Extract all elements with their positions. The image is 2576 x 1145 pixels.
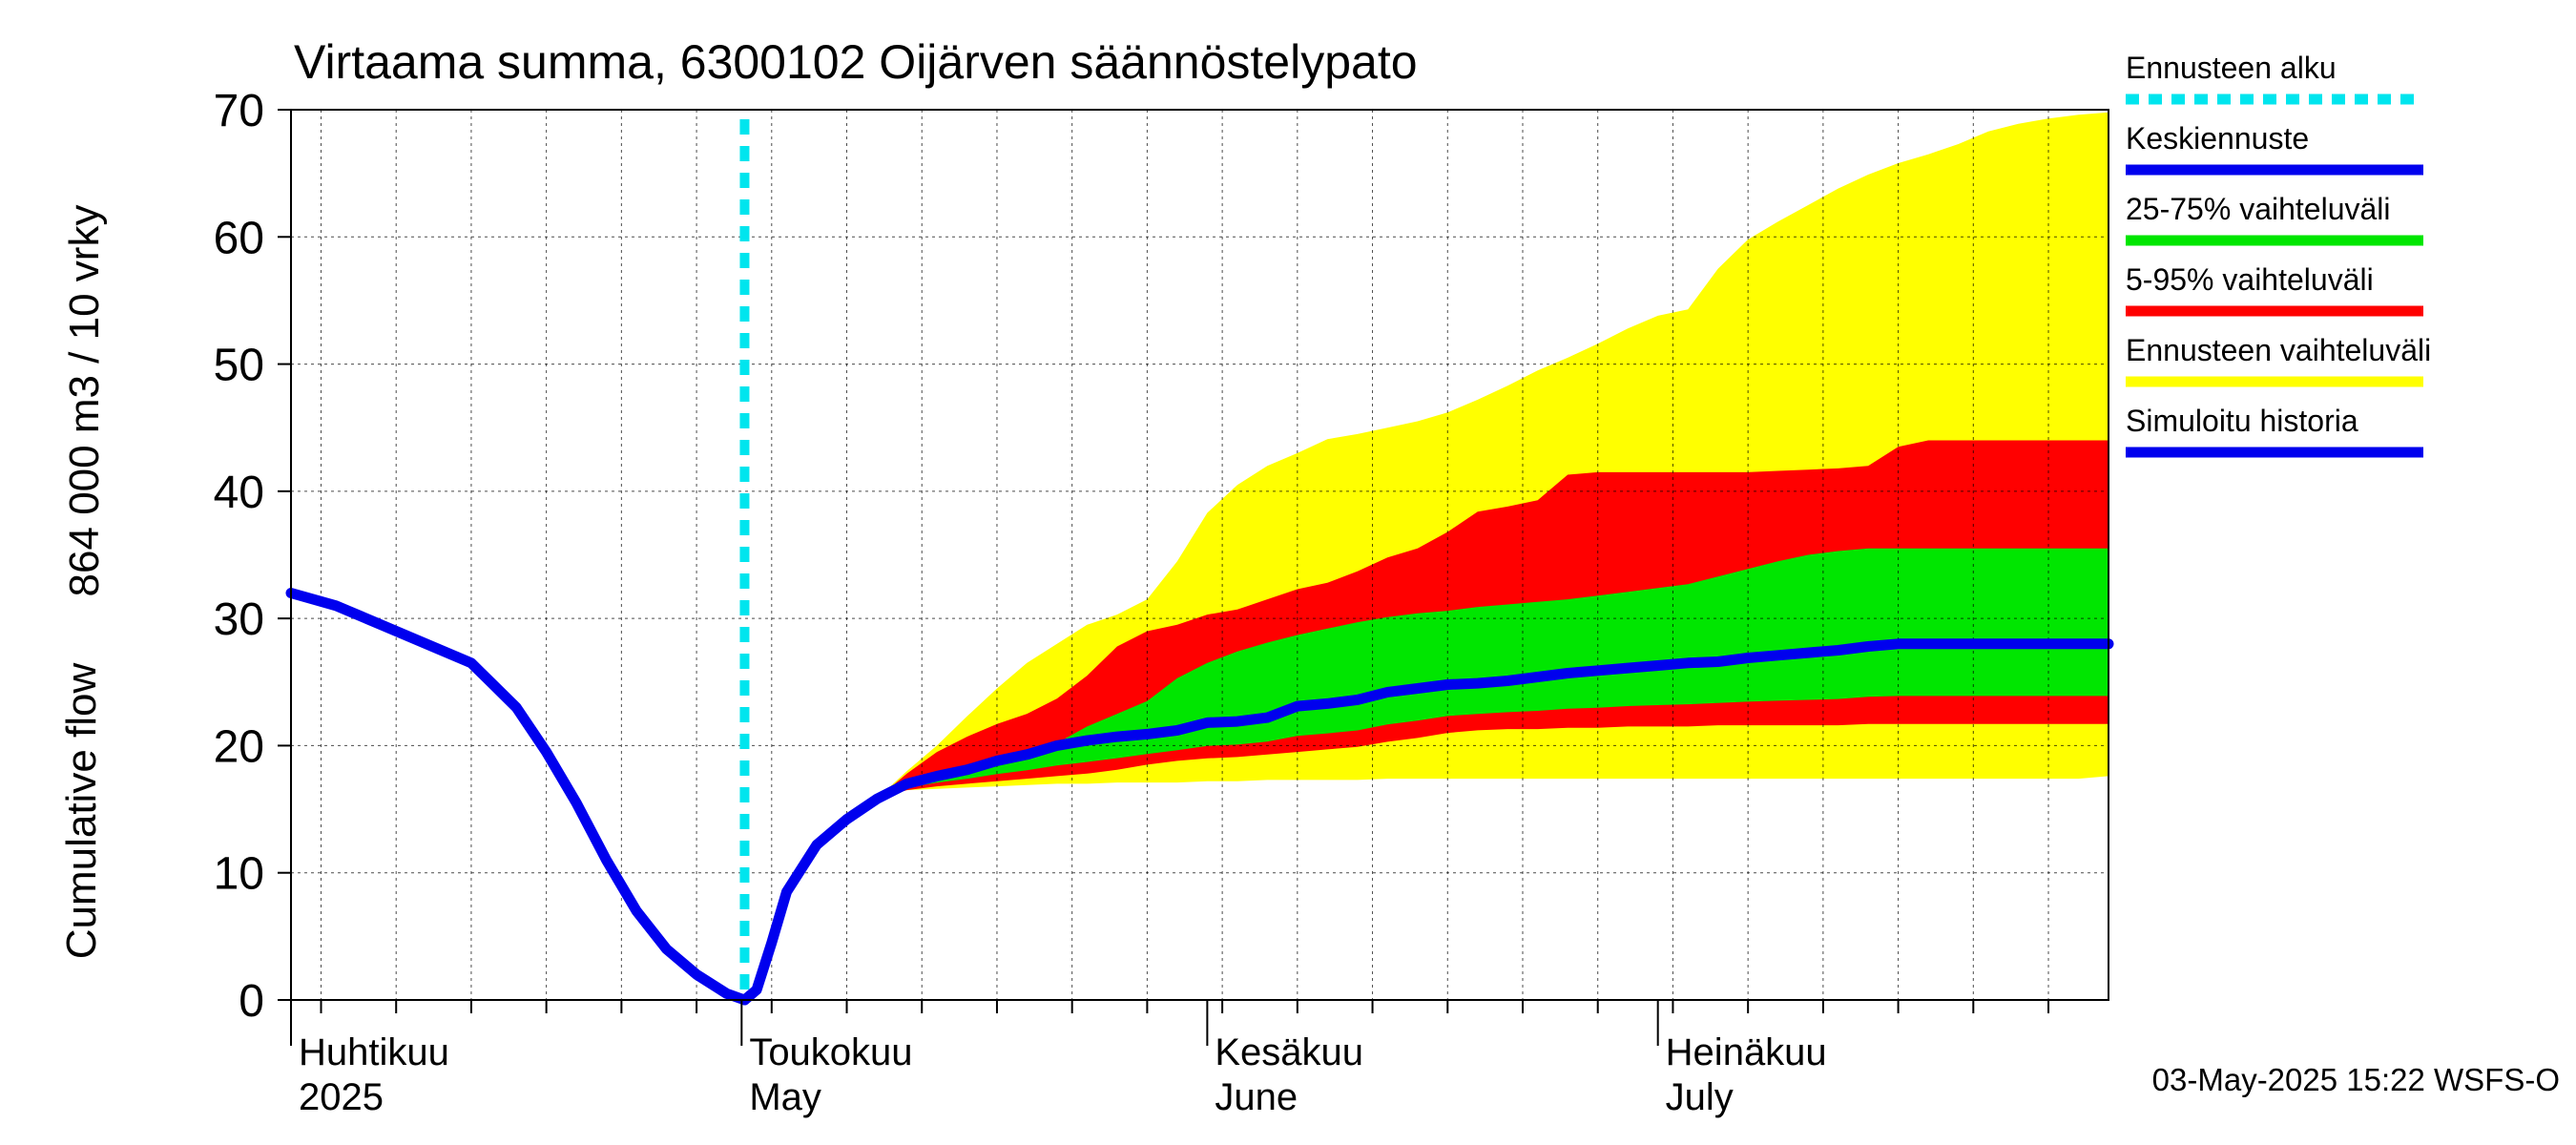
series-simulated-history bbox=[285, 588, 750, 1006]
legend-label: 5-95% vaihteluväli bbox=[2126, 262, 2374, 297]
plot-area bbox=[285, 109, 2114, 1006]
series-lines bbox=[285, 119, 2114, 1006]
y-axis-label-en: Cumulative flow bbox=[58, 663, 105, 960]
y-tick-label: 10 bbox=[214, 849, 264, 900]
chart-title: Virtaama summa, 6300102 Oijärven säännös… bbox=[294, 35, 1418, 89]
timestamp: 03-May-2025 15:22 WSFS-O bbox=[2152, 1062, 2560, 1097]
legend-label: 25-75% vaihteluväli bbox=[2126, 192, 2391, 226]
y-tick-label: 30 bbox=[214, 594, 264, 645]
plot-frame bbox=[290, 109, 2109, 1001]
legend-label: Simuloitu historia bbox=[2126, 404, 2358, 438]
y-tick-label: 40 bbox=[214, 468, 264, 518]
series-median-forecast bbox=[739, 638, 2114, 1006]
y-tick-label: 60 bbox=[214, 213, 264, 263]
x-month-label-fi: Huhtikuu bbox=[299, 1031, 449, 1073]
legend-label: Ennusteen vaihteluväli bbox=[2126, 333, 2431, 367]
legend-label: Ennusteen alku bbox=[2126, 51, 2337, 85]
x-month-label-fi: Kesäkuu bbox=[1215, 1031, 1363, 1073]
grid bbox=[291, 110, 2109, 1000]
y-tick-label: 50 bbox=[214, 341, 264, 391]
x-month-label-en: 2025 bbox=[299, 1076, 384, 1118]
y-tick-label: 0 bbox=[239, 976, 264, 1027]
x-month-label-fi: Heinäkuu bbox=[1666, 1031, 1827, 1073]
y-axis-label-fi: 864 000 m3 / 10 vrky bbox=[61, 205, 108, 597]
x-month-label-fi: Toukokuu bbox=[749, 1031, 912, 1073]
legend-label: Keskiennuste bbox=[2126, 121, 2309, 156]
legend: Ennusteen alku Keskiennuste 25-75% vaihtel… bbox=[2126, 51, 2431, 458]
y-tick-label: 20 bbox=[214, 721, 264, 772]
x-month-label-en: July bbox=[1666, 1076, 1734, 1118]
x-month-label-en: June bbox=[1215, 1076, 1298, 1118]
y-tick-label: 70 bbox=[214, 86, 264, 136]
x-month-label-en: May bbox=[749, 1076, 821, 1118]
